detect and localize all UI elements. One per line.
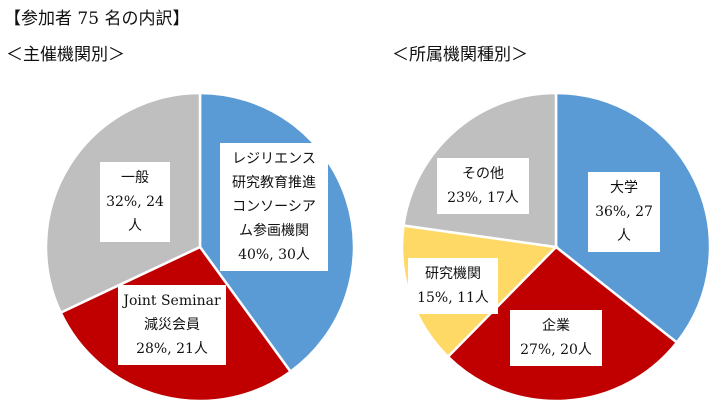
slice-label-university: 大学 36%, 27 人 [588,172,660,252]
slice-value-unit: 人 [128,218,142,234]
slice-label-line: レジリエンス [232,151,316,167]
slice-label-consortium: レジリエンス 研究教育推進 コンソーシア ム参画機関 40%, 30人 [220,143,328,271]
slice-value: 40%, 30人 [238,247,310,263]
slice-value: 28%, 21人 [136,341,208,357]
slice-label-line: 一般 [121,170,149,186]
slice-label-joint-seminar: Joint Seminar 減災会員 28%, 21人 [118,285,226,365]
slice-label-line: 企業 [542,318,570,334]
slice-value: 32%, 24 [106,194,164,210]
slice-label-company: 企業 27%, 20人 [510,310,602,366]
slice-label-general: 一般 32%, 24 人 [100,162,170,242]
slice-label-line: Joint Seminar [123,293,221,309]
slice-label-line: その他 [462,166,504,182]
slice-label-line: 研究教育推進 [232,175,316,191]
chart-title-affiliation: ＜所属機関種別＞ [392,45,528,65]
slice-label-line: コンソーシア [232,199,316,215]
page-heading: 【参加者 75 名の内訳】 [4,9,190,29]
slice-value: 23%, 17人 [447,190,519,206]
chart-title-host: ＜主催機関別＞ [6,45,125,65]
slice-value: 36%, 27 [595,204,653,220]
slice-label-other: その他 23%, 17人 [437,158,529,214]
slice-label-line: 大学 [610,180,638,196]
slice-value: 27%, 20人 [520,342,592,358]
slice-value-unit: 人 [617,228,631,244]
slice-label-research-institute: 研究機関 15%, 11人 [408,258,498,314]
slice-label-line: 減災会員 [144,317,200,333]
slice-label-line: 研究機関 [425,266,481,282]
slice-value: 15%, 11人 [417,290,489,306]
slice-label-line: ム参画機関 [239,223,309,239]
